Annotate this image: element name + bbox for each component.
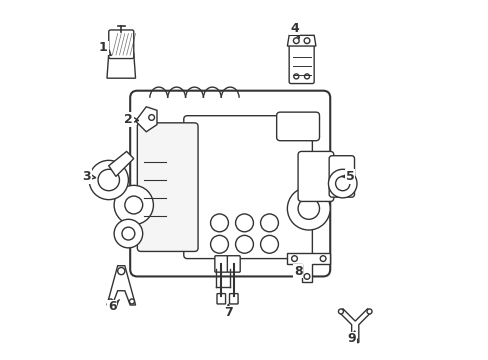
Circle shape: [293, 38, 299, 44]
Circle shape: [304, 274, 309, 279]
Circle shape: [338, 309, 343, 314]
FancyBboxPatch shape: [183, 116, 312, 258]
Circle shape: [328, 169, 356, 198]
Circle shape: [129, 299, 134, 304]
Circle shape: [352, 338, 357, 343]
Circle shape: [89, 160, 128, 200]
FancyBboxPatch shape: [229, 294, 238, 304]
Text: 2: 2: [124, 113, 138, 126]
Circle shape: [210, 235, 228, 253]
Circle shape: [235, 214, 253, 232]
Circle shape: [114, 219, 142, 248]
Circle shape: [335, 176, 349, 191]
Polygon shape: [340, 309, 369, 342]
Circle shape: [98, 169, 119, 191]
Circle shape: [291, 256, 297, 261]
FancyBboxPatch shape: [137, 123, 198, 251]
Polygon shape: [107, 266, 135, 305]
Circle shape: [210, 214, 228, 232]
FancyBboxPatch shape: [217, 294, 225, 304]
Text: 5: 5: [341, 170, 353, 183]
Circle shape: [124, 196, 142, 214]
Text: 6: 6: [108, 300, 119, 313]
FancyBboxPatch shape: [130, 91, 329, 276]
Circle shape: [260, 214, 278, 232]
Polygon shape: [135, 107, 157, 132]
FancyBboxPatch shape: [227, 256, 240, 272]
FancyBboxPatch shape: [328, 156, 354, 197]
Text: 8: 8: [293, 265, 302, 278]
Circle shape: [235, 235, 253, 253]
Circle shape: [122, 227, 135, 240]
FancyBboxPatch shape: [288, 44, 313, 84]
Text: 4: 4: [289, 22, 299, 38]
Polygon shape: [108, 152, 134, 176]
Polygon shape: [287, 253, 329, 282]
FancyBboxPatch shape: [276, 112, 319, 141]
Circle shape: [298, 198, 319, 219]
Polygon shape: [107, 53, 135, 78]
Circle shape: [287, 187, 329, 230]
Circle shape: [114, 185, 153, 225]
Text: 3: 3: [82, 170, 95, 183]
Circle shape: [260, 235, 278, 253]
Circle shape: [148, 114, 154, 120]
Text: 1: 1: [99, 41, 111, 55]
FancyBboxPatch shape: [298, 152, 333, 202]
Text: 9: 9: [346, 331, 355, 346]
Text: 7: 7: [224, 305, 232, 319]
Polygon shape: [287, 35, 315, 46]
Circle shape: [293, 74, 298, 79]
Circle shape: [366, 309, 371, 314]
Circle shape: [108, 299, 113, 304]
FancyBboxPatch shape: [214, 256, 227, 272]
Circle shape: [320, 256, 325, 261]
FancyBboxPatch shape: [108, 30, 134, 59]
Circle shape: [304, 38, 309, 44]
Circle shape: [118, 267, 124, 275]
Circle shape: [304, 74, 309, 79]
